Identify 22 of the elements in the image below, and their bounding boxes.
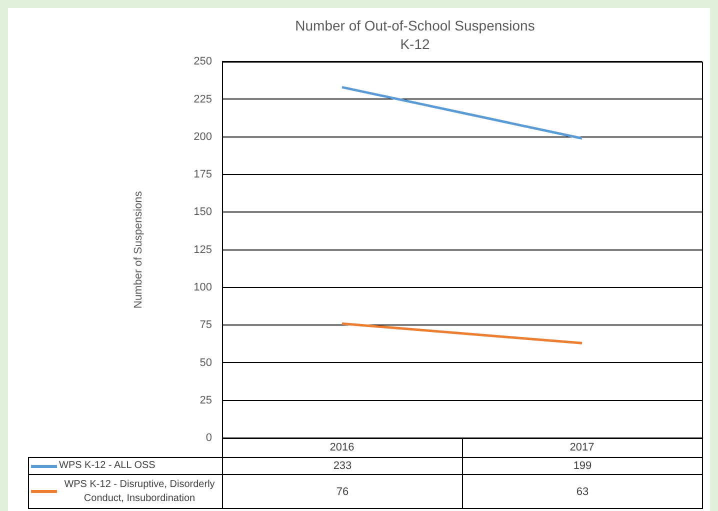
- chart-subtitle: K-12: [400, 36, 430, 52]
- y-tick-label: 0: [206, 432, 212, 444]
- y-tick-label: 250: [194, 56, 212, 68]
- y-tick-label: 75: [200, 319, 212, 332]
- y-tick-label: 150: [194, 206, 212, 218]
- legend-label: WPS K-12 - ALL OSS: [59, 459, 156, 473]
- x-tick-label: 2016: [330, 442, 354, 454]
- y-tick-label: 125: [194, 244, 212, 256]
- y-tick-label: 100: [194, 281, 212, 294]
- data-label: 63: [462, 474, 702, 508]
- y-tick-label: 225: [194, 93, 212, 106]
- y-tick-label: 25: [200, 394, 212, 406]
- chart-title: Number of Out-of-School Suspensions: [295, 17, 535, 34]
- y-axis-title: Number of Suspensions: [132, 190, 145, 309]
- data-label: 199: [462, 458, 702, 474]
- legend-label: WPS K-12 - Disruptive, Disorderly Conduct, Insubordination: [63, 478, 216, 506]
- x-tick-label: 2017: [570, 442, 594, 454]
- y-tick-label: 200: [194, 130, 212, 143]
- y-tick-label: 175: [194, 168, 212, 181]
- data-label: 233: [222, 458, 462, 474]
- data-label: 76: [222, 474, 462, 508]
- y-tick-label: 50: [200, 356, 212, 369]
